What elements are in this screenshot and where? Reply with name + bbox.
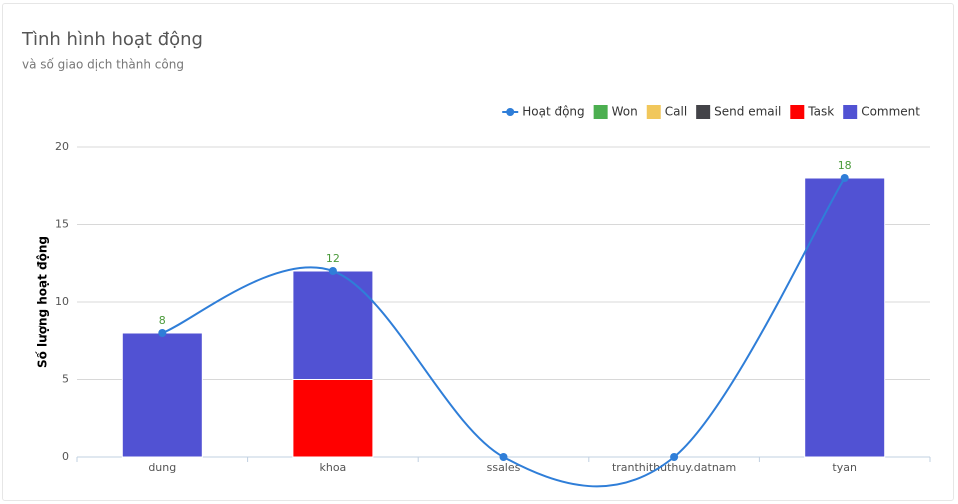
x-tick-label: dung bbox=[148, 461, 176, 474]
y-tick-label: 15 bbox=[55, 218, 69, 231]
legend-label: Call bbox=[665, 105, 687, 119]
data-label: 12 bbox=[326, 252, 340, 265]
data-label: 8 bbox=[159, 314, 166, 327]
y-tick-label: 0 bbox=[62, 450, 69, 463]
line-point bbox=[158, 329, 167, 337]
legend-symbol bbox=[843, 105, 858, 119]
x-tick-label: ssales bbox=[487, 461, 521, 474]
chart-title: Tình hình hoạt động bbox=[21, 29, 203, 50]
bar-segment bbox=[804, 177, 886, 458]
legend-symbol bbox=[506, 108, 515, 116]
legend-symbol bbox=[646, 105, 661, 119]
y-tick-label: 20 bbox=[55, 140, 69, 153]
legend-symbol bbox=[696, 105, 711, 119]
bar-segment bbox=[292, 379, 374, 458]
y-tick-label: 5 bbox=[62, 373, 69, 386]
legend-label: Send email bbox=[714, 105, 781, 119]
legend-label: Task bbox=[807, 105, 834, 119]
card bbox=[2, 3, 954, 501]
data-label: 18 bbox=[838, 159, 852, 172]
y-tick-label: 10 bbox=[55, 295, 69, 308]
x-tick-label: tyan bbox=[832, 461, 857, 474]
legend-label: Hoạt động bbox=[522, 105, 584, 119]
x-tick-label: khoa bbox=[319, 461, 346, 474]
x-tick-label: tranthithuthuy.datnam bbox=[612, 461, 736, 474]
chart-subtitle: và số giao dịch thành công bbox=[22, 58, 184, 72]
line-point bbox=[328, 267, 337, 275]
legend-label: Won bbox=[612, 105, 638, 119]
line-point bbox=[499, 453, 508, 461]
legend-symbol bbox=[790, 105, 805, 119]
y-axis-label: Số lượng hoạt động bbox=[36, 236, 50, 368]
bar-segment bbox=[121, 332, 203, 458]
line-point bbox=[840, 174, 849, 182]
legend-symbol bbox=[593, 105, 608, 119]
bar-segment bbox=[292, 270, 374, 380]
line-point bbox=[670, 453, 679, 461]
legend-label: Comment bbox=[861, 105, 920, 119]
